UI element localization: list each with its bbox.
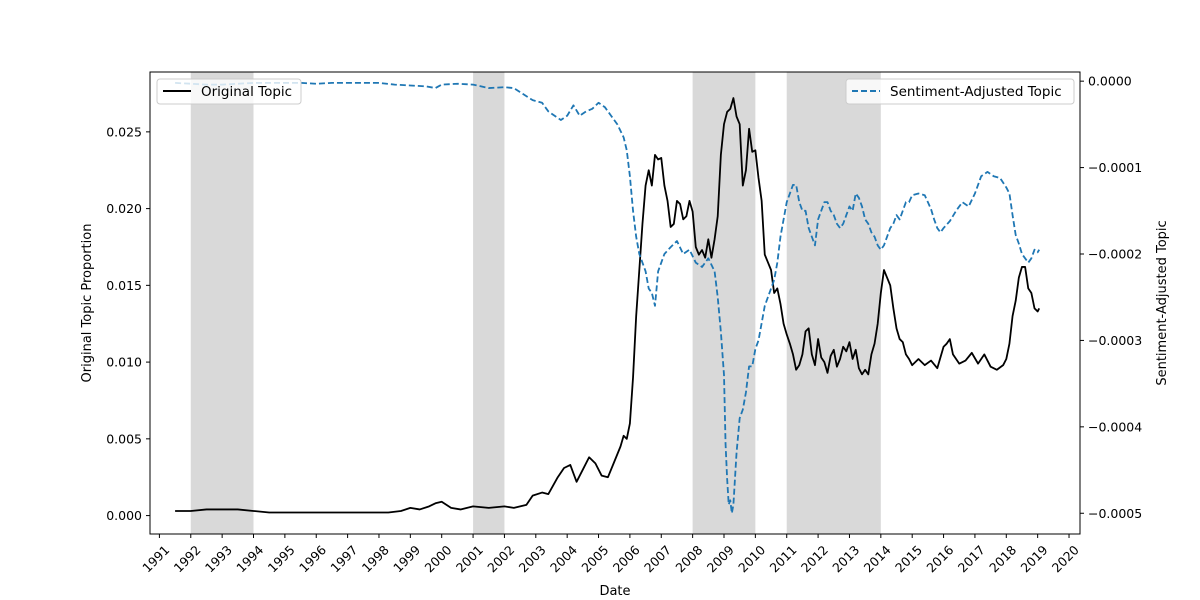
y-left-tick-label: 0.010 xyxy=(106,355,142,370)
legend-left-box xyxy=(156,78,302,105)
shaded-period-3 xyxy=(786,72,881,534)
legend-left: Original Topic xyxy=(156,78,302,105)
y-right-tick-label: −0.0003 xyxy=(1088,333,1142,348)
plot-frame xyxy=(149,71,1081,535)
y-left-tick-label: 0.005 xyxy=(106,431,142,446)
y-left-tick-label: 0.020 xyxy=(106,201,142,216)
y-axis-right: 0.0000 −0.0001 −0.0002 −0.0003 −0.0004 −0.000… xyxy=(1080,74,1142,521)
series-line-1 xyxy=(175,81,1040,515)
y-right-tick-label: −0.0001 xyxy=(1088,160,1142,175)
series-line-0 xyxy=(175,97,1041,514)
y-right-tick-label: −0.0005 xyxy=(1088,506,1142,521)
y-axis-left: 0.000 0.005 0.010 0.015 0.020 0.025 xyxy=(106,124,150,523)
legend-right: Sentiment-Adjusted Topic xyxy=(845,78,1075,105)
y-axis-right-label: Sentiment-Adjusted Topic xyxy=(1155,220,1170,385)
y-left-tick-label: 0.000 xyxy=(106,508,142,523)
legend-original-topic-label: Original Topic xyxy=(201,84,292,100)
legend-sentiment-adjusted-topic-label: Sentiment-Adjusted Topic xyxy=(890,84,1062,100)
shaded-period-0 xyxy=(190,72,254,534)
series-layer xyxy=(175,81,1041,515)
y-axis-left-label: Original Topic Proportion xyxy=(80,224,95,383)
y-right-tick-label: 0.0000 xyxy=(1088,74,1132,89)
y-right-tick-label: −0.0004 xyxy=(1088,419,1142,434)
y-left-tick-label: 0.025 xyxy=(106,124,142,139)
legend-right-box xyxy=(845,78,1075,105)
shaded-period-1 xyxy=(473,72,505,534)
shaded-period-2 xyxy=(692,72,756,534)
shaded-periods xyxy=(190,72,881,534)
y-left-tick-label: 0.015 xyxy=(106,278,142,293)
y-right-tick-label: −0.0002 xyxy=(1088,247,1142,262)
x-axis-label: Date xyxy=(599,584,630,599)
